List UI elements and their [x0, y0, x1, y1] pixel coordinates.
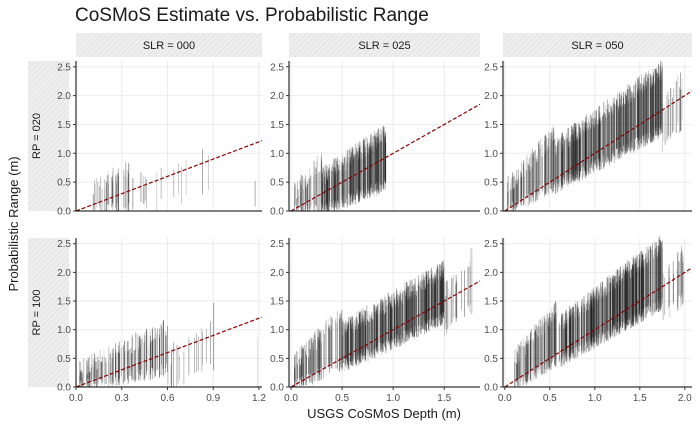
y-tick-label: 0.5 [57, 178, 71, 189]
y-tick-label: 1.5 [484, 297, 498, 308]
x-tick-label: 0.9 [206, 393, 220, 404]
col-strip-label: SLR = 025 [358, 40, 410, 52]
y-tick-label: 0.0 [57, 383, 71, 394]
panel-background [76, 61, 262, 211]
y-tick-label: 1.0 [484, 149, 498, 160]
y-tick-label: 2.5 [270, 62, 284, 73]
panel-background [503, 61, 692, 211]
x-tick-label: 0.0 [284, 393, 298, 404]
y-tick-label: 1.0 [270, 149, 284, 160]
chart-title: CoSMoS Estimate vs. Probabilistic Range [75, 5, 429, 26]
col-strip-label: SLR = 050 [571, 40, 623, 52]
y-tick-label: 0.5 [484, 178, 498, 189]
y-tick-label: 0.0 [484, 207, 498, 218]
y-tick-label: 2.5 [484, 239, 498, 250]
y-tick-label: 0.5 [57, 354, 71, 365]
panel-background [289, 238, 480, 387]
y-tick-label: 1.0 [484, 325, 498, 336]
y-tick-label: 0.5 [270, 178, 284, 189]
y-tick-label: 2.5 [57, 62, 71, 73]
reference-line [75, 140, 263, 212]
x-axis-title: USGS CoSMoS Depth (m) [307, 406, 461, 421]
x-tick-label: 0.3 [115, 393, 129, 404]
y-tick-label: 0.0 [270, 207, 284, 218]
col-strip-1 [289, 33, 480, 57]
y-tick-label: 2.0 [57, 268, 71, 279]
y-tick-label: 2.0 [484, 91, 498, 102]
y-tick-label: 0.0 [484, 383, 498, 394]
x-tick-label: 1.2 [252, 393, 266, 404]
y-tick-label: 2.0 [270, 91, 284, 102]
col-strip-0 [76, 33, 262, 57]
x-tick-label: 0.0 [69, 393, 83, 404]
y-tick-label: 1.5 [484, 120, 498, 131]
panel-background [289, 61, 480, 211]
x-tick-label: 0.0 [498, 393, 512, 404]
x-tick-label: 0.6 [161, 393, 175, 404]
x-tick-label: 0.5 [335, 393, 349, 404]
x-tick-label: 1.0 [386, 393, 400, 404]
y-tick-label: 0.0 [57, 207, 71, 218]
y-tick-label: 2.0 [270, 268, 284, 279]
reference-line [290, 280, 481, 388]
y-tick-label: 1.0 [57, 149, 71, 160]
reference-line [75, 316, 263, 388]
col-strip-label: SLR = 000 [143, 40, 195, 52]
x-tick-label: 1.5 [437, 393, 451, 404]
y-tick-label: 1.0 [57, 325, 71, 336]
reference-line [290, 103, 481, 212]
y-tick-label: 1.5 [270, 297, 284, 308]
panel-background [76, 238, 262, 387]
reference-line [504, 90, 693, 212]
row-strip-0 [28, 61, 69, 211]
y-tick-label: 2.5 [484, 62, 498, 73]
row-strip-label: RP = 020 [31, 113, 43, 159]
y-tick-label: 0.0 [270, 383, 284, 394]
x-tick-label: 0.5 [543, 393, 557, 404]
y-tick-label: 2.0 [57, 91, 71, 102]
y-tick-label: 0.5 [484, 354, 498, 365]
y-tick-label: 1.0 [270, 325, 284, 336]
x-tick-label: 1.0 [588, 393, 602, 404]
y-tick-label: 1.5 [57, 297, 71, 308]
y-tick-label: 1.5 [57, 120, 71, 131]
row-strip-1 [28, 238, 69, 387]
y-axis-title: Probabilistic Range (m) [6, 156, 21, 291]
y-tick-label: 2.5 [270, 239, 284, 250]
row-strip-label: RP = 100 [31, 290, 43, 336]
y-tick-label: 2.5 [57, 239, 71, 250]
col-strip-2 [503, 33, 692, 57]
y-tick-label: 1.5 [270, 120, 284, 131]
y-tick-label: 2.0 [484, 268, 498, 279]
x-tick-label: 2.0 [678, 393, 692, 404]
y-tick-label: 0.5 [270, 354, 284, 365]
reference-line [504, 267, 693, 388]
x-tick-label: 1.5 [633, 393, 647, 404]
panel-background [503, 238, 692, 387]
